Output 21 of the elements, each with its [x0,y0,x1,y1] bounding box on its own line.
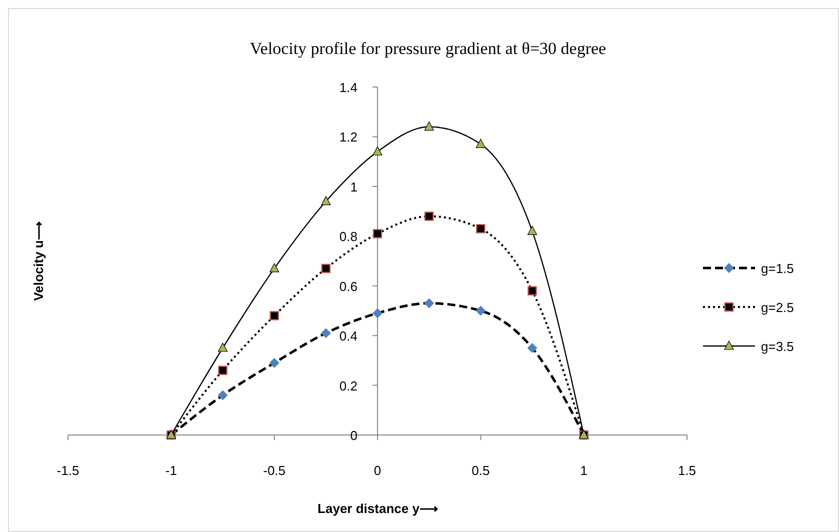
chart-title: Velocity profile for pressure gradient at θ=30 degree [250,39,606,58]
x-tick-label: 0 [374,463,382,478]
x-tick-label: 0.5 [472,463,490,478]
y-tick-label: 0.6 [339,278,358,294]
y-tick-label: 0 [350,428,358,443]
x-axis-title: Layer distance y⟶ [318,501,438,516]
x-tick-label: -1.5 [56,463,80,478]
x-tick-label: -0.5 [263,463,286,478]
legend-label: g=2.5 [761,300,794,315]
y-tick-label: 1.4 [339,80,358,95]
x-tick-label: 1 [580,463,588,478]
x-tick-label: -1 [165,463,177,478]
y-tick-label: 0.4 [339,328,358,344]
legend-label: g=3.5 [761,339,794,354]
y-tick-label: 1.2 [339,130,358,145]
legend-label: g=1.5 [761,261,794,276]
y-tick-label: 0.8 [339,229,358,244]
y-tick-label: 1 [350,179,358,194]
y-axis-title: Velocity u⟶ [31,221,46,301]
y-tick-label: 0.2 [339,378,358,394]
x-tick-label: 1.5 [678,463,696,478]
